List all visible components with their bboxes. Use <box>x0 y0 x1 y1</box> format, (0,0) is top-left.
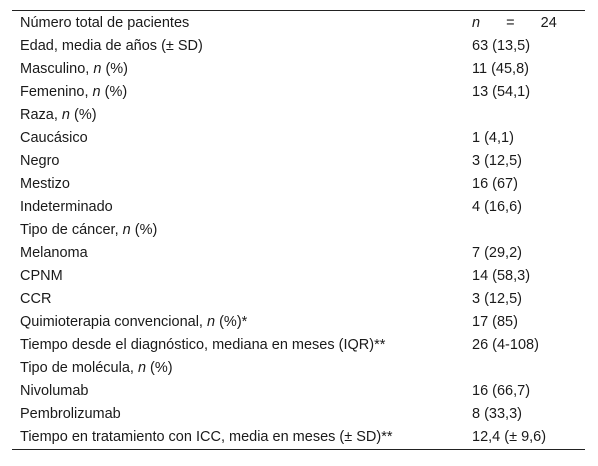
row-label-italic: n <box>137 360 147 376</box>
row-value: 26 (4-108) <box>472 337 539 353</box>
row-label: Nivolumab <box>12 380 464 403</box>
table-row: Femenino, n (%) 13 (54,1) <box>12 81 585 104</box>
row-label: Pembrolizumab <box>12 403 464 426</box>
row-label-italic: n <box>122 222 131 238</box>
equals-sign: = <box>506 14 515 31</box>
row-value: 16 (66,7) <box>472 383 531 399</box>
table-row: Melanoma 7 (29,2) <box>12 242 585 265</box>
row-value: 4 (16,6) <box>472 199 522 215</box>
row-label-text: Quimioterapia convencional, <box>20 314 207 330</box>
row-value: 8 (33,3) <box>472 406 522 422</box>
row-value: 16 (67) <box>472 176 518 192</box>
row-value: 17 (85) <box>472 314 518 330</box>
row-label: Mestizo <box>12 173 464 196</box>
row-label-suffix: (%) <box>146 360 173 376</box>
table-row: Mestizo 16 (67) <box>12 173 585 196</box>
table-row: CPNM 14 (58,3) <box>12 265 585 288</box>
row-label: Raza, n (%) <box>12 104 464 127</box>
row-label-suffix: (%)* <box>215 314 248 330</box>
table-row: Nivolumab 16 (66,7) <box>12 380 585 403</box>
row-label-text: CPNM <box>20 268 63 284</box>
row-label: Negro <box>12 150 464 173</box>
row-label-italic: n <box>92 84 101 100</box>
table-row: Quimioterapia convencional, n (%)* 17 (85… <box>12 311 585 334</box>
table-row: CCR 3 (12,5) <box>12 288 585 311</box>
row-label-text: Melanoma <box>20 245 88 261</box>
row-label-text: Negro <box>20 153 60 169</box>
row-label: Tipo de cáncer, n (%) <box>12 219 464 242</box>
row-label-text: Tipo de molécula, <box>20 360 138 376</box>
row-label-text: Masculino, <box>20 61 94 77</box>
row-label-text: Tiempo en tratamiento con ICC, media en … <box>20 429 393 445</box>
row-label: CPNM <box>12 265 464 288</box>
row-label-text: Tipo de cáncer, <box>20 222 123 238</box>
n-symbol: n <box>472 14 481 31</box>
table-row: Indeterminado 4 (16,6) <box>12 196 585 219</box>
row-label-suffix: (%) <box>100 84 128 100</box>
row-label: Edad, media de años (± SD) <box>12 35 464 58</box>
table-row: Masculino, n (%) 11 (45,8) <box>12 58 585 81</box>
row-label: Melanoma <box>12 242 464 265</box>
row-label-text: Tiempo desde el diagnóstico, mediana en … <box>20 337 386 353</box>
row-label-suffix: (%) <box>101 61 129 77</box>
table-header-row: Número total de pacientes n = 24 <box>12 11 585 35</box>
row-label-text: CCR <box>20 291 52 307</box>
row-label: CCR <box>12 288 464 311</box>
table-row: Caucásico 1 (4,1) <box>12 127 585 150</box>
row-label-text: Nivolumab <box>20 383 89 399</box>
table-row: Edad, media de años (± SD) 63 (13,5) <box>12 35 585 58</box>
row-label-text: Raza, <box>20 107 62 123</box>
table-row: Raza, n (%) <box>12 104 585 127</box>
table-row: Tipo de molécula, n (%) <box>12 357 585 380</box>
table-row: Tiempo en tratamiento con ICC, media en … <box>12 426 585 449</box>
row-value: 11 (45,8) <box>472 61 529 77</box>
row-label-text: Pembrolizumab <box>20 406 121 422</box>
row-value: 63 (13,5) <box>472 38 531 54</box>
patient-characteristics-table: Número total de pacientes n = 24 Edad, m… <box>12 10 585 450</box>
table-row: Tipo de cáncer, n (%) <box>12 219 585 242</box>
row-label-text: Femenino, <box>20 84 93 100</box>
total-patients-label: Número total de pacientes <box>20 14 190 31</box>
row-label-text: Indeterminado <box>20 199 113 215</box>
row-label: Indeterminado <box>12 196 464 219</box>
total-patients-value: n = 24 <box>464 12 585 35</box>
row-label-suffix: (%) <box>70 107 97 123</box>
row-label: Femenino, n (%) <box>12 81 464 104</box>
table-row: Tiempo desde el diagnóstico, mediana en … <box>12 334 585 357</box>
row-label-italic: n <box>207 314 216 330</box>
row-label: Quimioterapia convencional, n (%)* <box>12 311 464 334</box>
row-value: 7 (29,2) <box>472 245 522 261</box>
row-label: Tiempo desde el diagnóstico, mediana en … <box>12 334 464 357</box>
row-label-text: Mestizo <box>20 176 70 192</box>
row-label-italic: n <box>61 107 70 123</box>
row-label-text: Edad, media de años (± SD) <box>20 38 203 54</box>
row-value: 13 (54,1) <box>472 84 531 100</box>
row-value: 1 (4,1) <box>472 130 514 146</box>
row-value: 14 (58,3) <box>472 268 531 284</box>
row-label: Masculino, n (%) <box>12 58 464 81</box>
row-label-suffix: (%) <box>130 222 158 238</box>
row-value: 3 (12,5) <box>472 153 522 169</box>
row-label: Caucásico <box>12 127 464 150</box>
row-label-text: Caucásico <box>20 130 88 146</box>
row-value: 12,4 (± 9,6) <box>472 429 547 445</box>
row-label-italic: n <box>93 61 102 77</box>
table-row: Negro 3 (12,5) <box>12 150 585 173</box>
table-row: Pembrolizumab 8 (33,3) <box>12 403 585 426</box>
total-count: 24 <box>540 14 557 31</box>
row-value: 3 (12,5) <box>472 291 522 307</box>
row-label: Tiempo en tratamiento con ICC, media en … <box>12 426 464 449</box>
row-label: Tipo de molécula, n (%) <box>12 357 464 380</box>
